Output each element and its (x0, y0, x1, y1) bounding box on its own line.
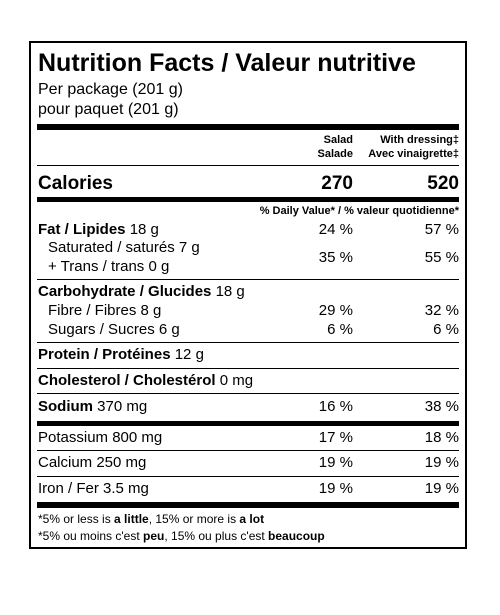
serving-size-fr: pour paquet (201 g) (38, 101, 179, 118)
column-header-salad-fr: Salade (317, 148, 353, 160)
table-title: Nutrition Facts / Valeur nutritive (38, 49, 416, 77)
footnote-en-emphasis: a lot (239, 512, 265, 526)
sodium-row-label: Sodium 370 mg (38, 398, 147, 415)
calcium-salad-dv: 19 % (318, 454, 353, 471)
potassium-salad-dv: 17 % (318, 429, 353, 446)
protein-amount: 12 g (174, 346, 204, 363)
footnote-fr-text: , 15% ou plus c'est (164, 529, 269, 543)
footnote-en-emphasis: a little (114, 512, 149, 526)
saturated-label: Saturated / saturés 7 g (48, 239, 200, 256)
column-header-salad-en: Salad (323, 134, 353, 146)
column-header-dressing: With dressing‡ Avec vinaigrette‡ (368, 133, 459, 161)
sugars-dressing-dv: 6 % (433, 321, 459, 338)
thin-divider (37, 393, 459, 394)
sodium-dressing-dv: 38 % (424, 398, 459, 415)
fibre-dressing-dv: 32 % (424, 302, 459, 319)
fat-amount: 18 g (129, 221, 159, 238)
protein-row-label: Protein / Protéines 12 g (38, 346, 204, 363)
iron-salad-dv: 19 % (318, 480, 353, 497)
footnote-en-text: *5% or less is (38, 512, 115, 526)
nutrition-facts-table: Nutrition Facts / Valeur nutritive Per p… (29, 41, 467, 549)
thick-divider (37, 502, 459, 508)
calories-salad-value: 270 (321, 173, 353, 194)
column-header-salad: Salad Salade (318, 133, 353, 161)
footnote-en-text: , 15% or more is (148, 512, 240, 526)
saturated-dressing-dv: 55 % (424, 249, 459, 266)
iron-label: Iron / Fer 3.5 mg (38, 480, 149, 497)
carb-label: Carbohydrate / Glucides (38, 283, 212, 300)
sugars-label: Sugars / Sucres 6 g (48, 321, 180, 338)
saturated-salad-dv: 35 % (318, 249, 353, 266)
calories-dressing-value: 520 (427, 173, 459, 194)
sodium-label: Sodium (38, 398, 93, 415)
sugars-salad-dv: 6 % (327, 321, 353, 338)
thin-divider (37, 368, 459, 369)
column-header-dressing-en: With dressing‡ (380, 134, 459, 146)
thin-divider (37, 342, 459, 343)
fibre-label: Fibre / Fibres 8 g (48, 302, 162, 319)
protein-label: Protein / Protéines (38, 346, 171, 363)
calcium-label: Calcium 250 mg (38, 454, 147, 471)
thick-divider (37, 197, 459, 202)
fat-row-label: Fat / Lipides 18 g (38, 221, 159, 238)
footnote-fr: *5% ou moins c'est peu, 15% ou plus c'es… (38, 529, 325, 543)
daily-value-header: % Daily Value* / % valeur quotidienne* (259, 205, 459, 217)
sodium-salad-dv: 16 % (318, 398, 353, 415)
footnote-fr-emphasis: beaucoup (268, 529, 325, 543)
thin-divider (37, 476, 459, 477)
carb-amount: 18 g (215, 283, 245, 300)
calories-label: Calories (38, 173, 113, 194)
cholesterol-amount: 0 mg (219, 372, 254, 389)
footnote-fr-emphasis: peu (143, 529, 165, 543)
carb-row-label: Carbohydrate / Glucides 18 g (38, 283, 245, 300)
sodium-amount: 370 mg (97, 398, 148, 415)
thick-divider (37, 124, 459, 130)
thin-divider (37, 450, 459, 451)
thick-divider (37, 421, 459, 426)
potassium-label: Potassium 800 mg (38, 429, 163, 446)
footnote-en: *5% or less is a little, 15% or more is … (38, 512, 264, 526)
potassium-dressing-dv: 18 % (424, 429, 459, 446)
iron-dressing-dv: 19 % (424, 480, 459, 497)
thin-divider (37, 279, 459, 280)
calcium-dressing-dv: 19 % (424, 454, 459, 471)
serving-size-en: Per package (201 g) (38, 81, 183, 98)
cholesterol-label: Cholesterol / Cholestérol (38, 372, 216, 389)
thin-divider (37, 165, 459, 166)
cholesterol-row-label: Cholesterol / Cholestérol 0 mg (38, 372, 253, 389)
fibre-salad-dv: 29 % (318, 302, 353, 319)
footnote-fr-text: *5% ou moins c'est (38, 529, 144, 543)
fat-label: Fat / Lipides (38, 221, 126, 238)
fat-dressing-dv: 57 % (424, 221, 459, 238)
trans-label: + Trans / trans 0 g (48, 258, 170, 275)
fat-salad-dv: 24 % (318, 221, 353, 238)
column-header-dressing-fr: Avec vinaigrette‡ (368, 148, 459, 160)
